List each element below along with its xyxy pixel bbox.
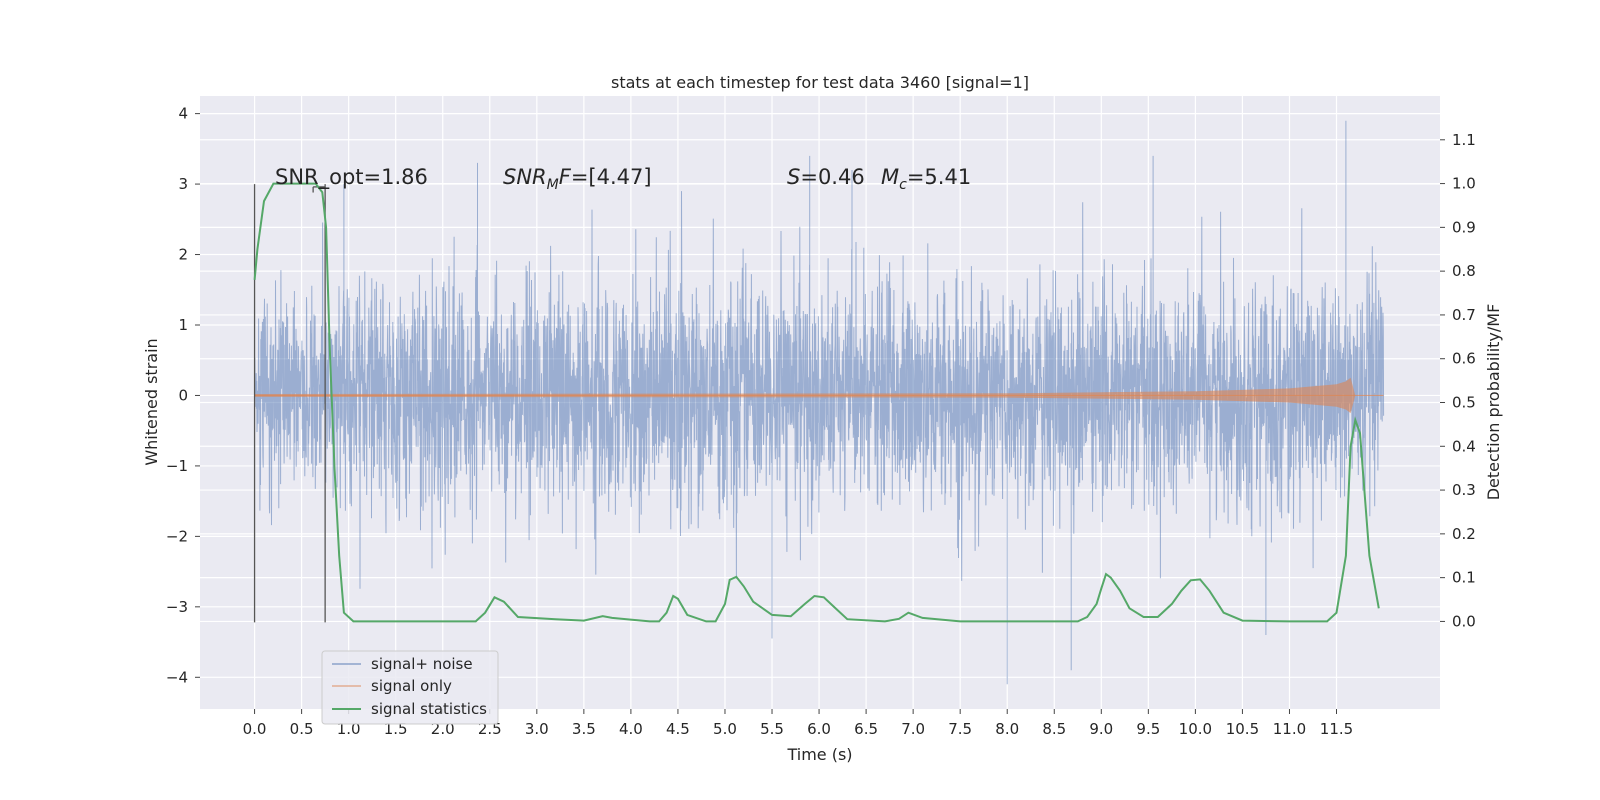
right-y-tick-label: 1.0 <box>1452 175 1476 193</box>
x-tick-label: 7.0 <box>901 720 925 738</box>
x-axis-ticks: 0.0 0.5 1.0 1.5 2.0 2.5 3.0 3.5 4.0 4.5 5.0 5.5 6.0 6… <box>243 709 1353 738</box>
x-tick-label: 6.0 <box>807 720 831 738</box>
plot-content <box>253 120 1385 685</box>
right-y-tick-label: 0.2 <box>1452 525 1476 543</box>
x-tick-label: 5.5 <box>760 720 784 738</box>
right-y-axis-ticks: 0.0 0.1 0.2 0.3 0.4 0.5 0.6 0.7 0.8 0.9 1.0 1.1 <box>1440 131 1476 630</box>
x-tick-label: 3.5 <box>572 720 596 738</box>
x-tick-label: 8.5 <box>1042 720 1066 738</box>
right-y-tick-label: 0.5 <box>1452 394 1476 412</box>
x-tick-label: 9.0 <box>1089 720 1113 738</box>
x-tick-label: 9.5 <box>1136 720 1160 738</box>
left-y-tick-label: −1 <box>166 457 188 475</box>
left-y-tick-label: −3 <box>166 598 188 616</box>
left-y-axis-ticks: −4 −3 −2 −1 0 1 2 3 4 <box>166 105 200 686</box>
legend-label-signal-noise: signal+ noise <box>371 655 473 673</box>
left-y-tick-label: 0 <box>178 386 188 404</box>
x-tick-label: 0.0 <box>243 720 267 738</box>
right-y-tick-label: 0.3 <box>1452 481 1476 499</box>
left-y-tick-label: 4 <box>178 105 188 123</box>
x-tick-label: 0.5 <box>290 720 314 738</box>
series-signal-statistics <box>253 182 1380 623</box>
x-tick-label: 10.5 <box>1226 720 1259 738</box>
right-y-tick-label: 0.0 <box>1452 612 1476 630</box>
right-y-axis-label: Detection probability/MF <box>1484 304 1503 501</box>
annotation-s: S=0.46 <box>787 165 865 189</box>
series-signal-noise <box>254 120 1385 685</box>
left-y-tick-label: 1 <box>178 316 188 334</box>
legend-label-signal-only: signal only <box>371 677 452 695</box>
annotation-snr-opt: SNR_opt=1.86 <box>275 165 428 190</box>
right-y-tick-label: 0.6 <box>1452 350 1476 368</box>
legend: signal+ noise signal only signal statist… <box>321 650 499 725</box>
x-tick-label: 4.0 <box>619 720 643 738</box>
right-y-tick-label: 0.4 <box>1452 437 1476 455</box>
left-y-tick-label: −4 <box>166 668 188 686</box>
legend-label-signal-statistics: signal statistics <box>371 700 487 718</box>
x-tick-label: 5.0 <box>713 720 737 738</box>
x-tick-label: 4.5 <box>666 720 690 738</box>
annotation-snr-mf: SNRMF=[4.47] <box>503 165 652 193</box>
x-tick-label: 11.5 <box>1320 720 1353 738</box>
left-y-tick-label: −2 <box>166 527 188 545</box>
right-y-tick-label: 0.1 <box>1452 569 1476 587</box>
left-y-tick-label: 2 <box>178 246 188 264</box>
right-y-tick-label: 0.9 <box>1452 218 1476 236</box>
x-axis-label: Time (s) <box>786 745 852 764</box>
x-tick-label: 6.5 <box>854 720 878 738</box>
right-y-tick-label: 0.8 <box>1452 262 1476 280</box>
annotation-mc: Mc=5.41 <box>881 165 971 193</box>
x-tick-label: 3.0 <box>525 720 549 738</box>
x-tick-label: 7.5 <box>948 720 972 738</box>
left-y-tick-label: 3 <box>178 175 188 193</box>
chart-title: stats at each timestep for test data 346… <box>611 73 1029 92</box>
right-y-tick-label: 0.7 <box>1452 306 1476 324</box>
right-y-tick-label: 1.1 <box>1452 131 1476 149</box>
x-tick-label: 10.0 <box>1179 720 1212 738</box>
legend-box <box>321 650 499 725</box>
x-tick-label: 8.0 <box>995 720 1019 738</box>
x-tick-label: 11.0 <box>1273 720 1306 738</box>
left-y-axis-label: Whitened strain <box>142 338 161 465</box>
